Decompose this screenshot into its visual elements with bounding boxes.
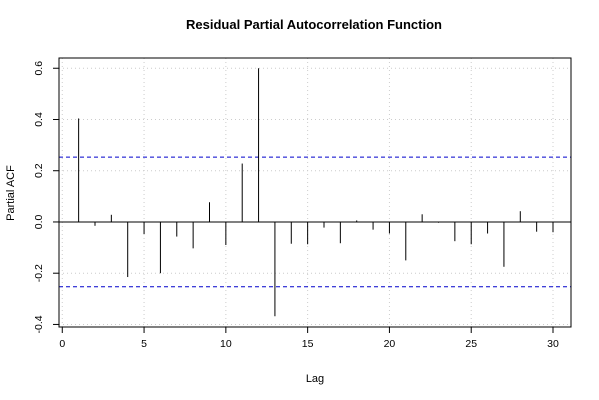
x-axis: 0 5 10 15 20 25 30 [59, 326, 559, 350]
x-tick-label: 25 [465, 338, 477, 350]
x-tick-label: 15 [302, 338, 314, 350]
y-tick-label: 0.0 [33, 215, 45, 230]
x-tick-label: 20 [384, 338, 396, 350]
chart-title: Residual Partial Autocorrelation Functio… [186, 17, 442, 32]
x-tick-label: 5 [141, 338, 147, 350]
y-tick-label: -0.2 [33, 264, 45, 282]
x-axis-label: Lag [306, 373, 324, 385]
y-tick-label: 0.2 [33, 163, 45, 178]
bounds-layer [59, 156, 571, 288]
y-tick-label: 0.6 [33, 61, 45, 76]
x-tick-label: 30 [547, 338, 559, 350]
y-axis-label: Partial ACF [5, 165, 17, 221]
y-tick-label: 0.4 [33, 112, 45, 127]
x-tick-label: 0 [59, 338, 65, 350]
bars-layer [78, 68, 554, 317]
y-tick-label: -0.4 [33, 315, 45, 333]
x-tick-label: 10 [220, 338, 232, 350]
y-axis: -0.4 -0.2 0.0 0.2 0.4 0.6 [33, 61, 60, 333]
